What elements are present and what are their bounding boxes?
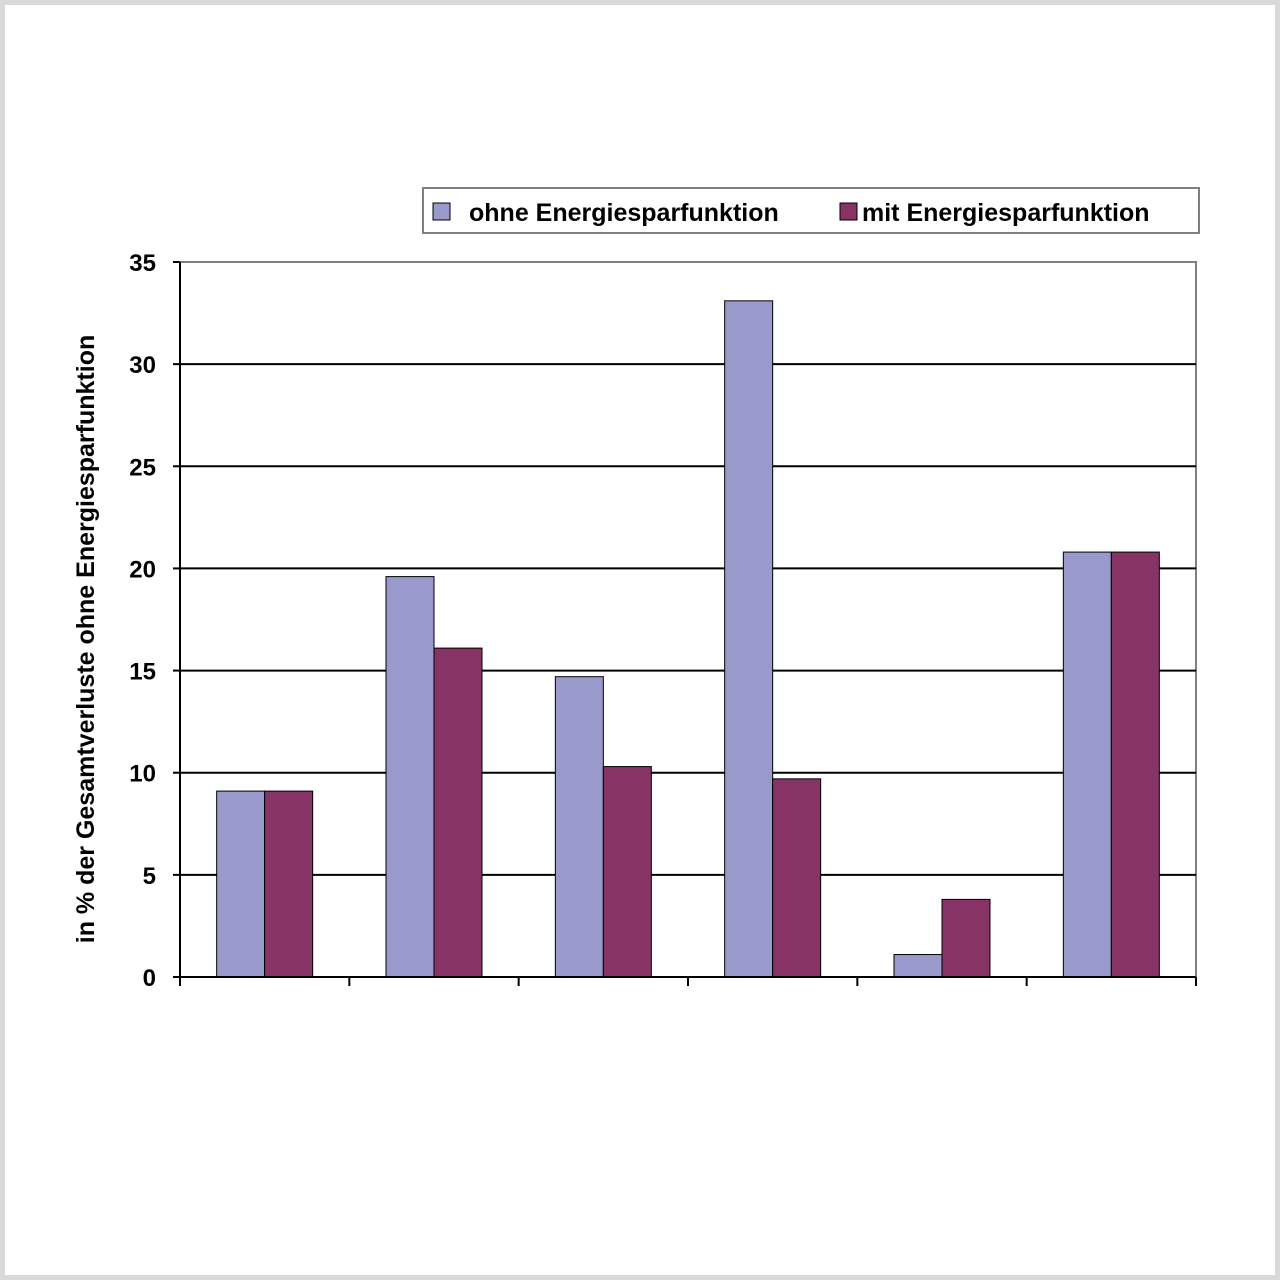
y-tick-label-20: 20	[129, 556, 156, 583]
bar-ohne-4	[724, 300, 774, 978]
bar-mit-2	[433, 647, 483, 978]
y-tick-label-25: 25	[129, 454, 156, 481]
bar-mit-3	[602, 766, 652, 978]
gridlines	[180, 363, 1196, 876]
bar-ohne-5	[893, 954, 943, 978]
bar-ohne-6	[1062, 551, 1112, 978]
y-tick-label-5: 5	[143, 863, 156, 890]
legend-label-mit: mit Energiesparfunktion	[862, 199, 1150, 227]
bar-ohne-2	[385, 576, 435, 978]
axes	[173, 261, 1197, 986]
bar-chart: 0 5 10 15 20 25 30 35 in % der Gesamtverluste o…	[72, 187, 1200, 992]
y-tick-label-0: 0	[143, 965, 156, 992]
legend: ohne Energiesparfunktion mit Energiespar…	[422, 187, 1200, 234]
plot-area	[179, 261, 1197, 978]
y-tick-label-10: 10	[129, 761, 156, 788]
bar-ohne-1	[216, 790, 266, 978]
legend-swatch-ohne	[432, 202, 451, 221]
bar-ohne-3	[554, 676, 604, 978]
bars	[216, 300, 1160, 978]
bar-mit-6	[1110, 551, 1160, 978]
y-tick-label-15: 15	[129, 659, 156, 686]
legend-label-ohne: ohne Energiesparfunktion	[469, 199, 779, 227]
y-axis-label: in % der Gesamtverluste ohne Energiespar…	[72, 335, 100, 943]
bar-mit-1	[264, 790, 314, 978]
y-tick-labels: 0 5 10 15 20 25 30 35	[129, 250, 156, 992]
bar-mit-5	[941, 898, 991, 978]
legend-box	[422, 187, 1200, 234]
y-tick-label-30: 30	[129, 352, 156, 379]
bar-mit-4	[772, 778, 822, 978]
legend-swatch-mit	[839, 202, 858, 221]
y-tick-label-35: 35	[129, 250, 156, 277]
